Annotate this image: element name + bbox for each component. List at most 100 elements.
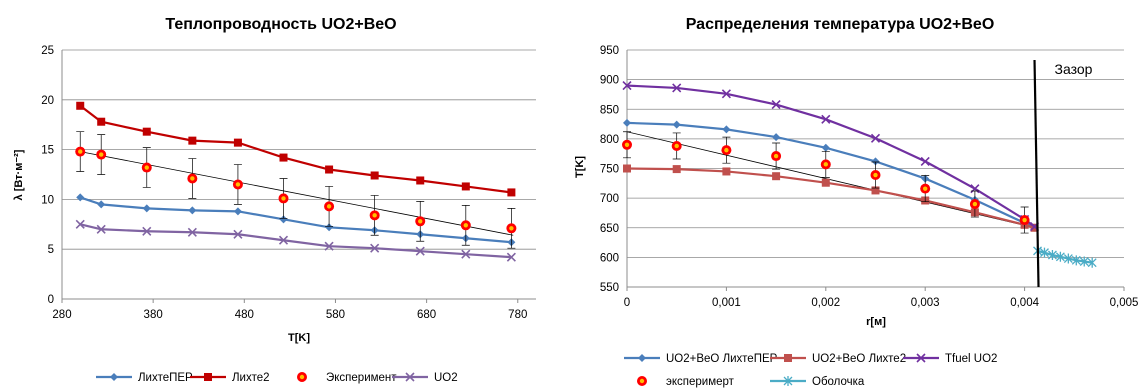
data-point [1047, 250, 1057, 261]
data-point [76, 193, 85, 202]
gap-annotation: Зазор [1033, 59, 1093, 288]
legend-marker-center [639, 378, 645, 384]
chart-temperature-distribution: Распределения температура UO2+BeO 550 600… [574, 16, 1138, 388]
legend: UO2+BeO ЛихтеПЕР UO2+BeO Лихте2 Tfuel UO2 э… [624, 353, 997, 388]
data-point-center [773, 153, 779, 159]
legend-item: UO2+BeO Лихте2 [770, 353, 906, 365]
x-tick-label: 580 [326, 309, 345, 321]
data-point [722, 167, 731, 176]
y-tick-label: 15 [41, 145, 54, 157]
legend-marker [783, 376, 793, 386]
y-tick-label: 10 [41, 194, 54, 206]
x-tick-label: 280 [52, 309, 71, 321]
series-group [75, 101, 517, 262]
legend-item: Tfuel UO2 [903, 353, 997, 365]
chart-title: Распределения температура UO2+BeO [686, 16, 995, 33]
data-point [142, 204, 151, 213]
data-point [506, 252, 516, 262]
data-point-center [235, 182, 241, 187]
y-tick-labels: 0 5 10 15 20 25 [41, 45, 54, 306]
series-line [626, 84, 1036, 228]
x-tick-labels: 280 380 480 580 680 780 [52, 309, 527, 321]
data-point [187, 227, 197, 237]
legend-item: Оболочка [770, 376, 865, 388]
y-tick-label: 25 [41, 45, 54, 57]
data-point [1030, 223, 1039, 232]
data-point [722, 125, 731, 134]
data-point [233, 138, 242, 147]
series-line [1037, 249, 1093, 264]
data-point [1063, 253, 1073, 264]
legend-item: Эксперимент [297, 372, 397, 384]
data-point [370, 243, 380, 253]
y-tick-label: 650 [600, 223, 619, 235]
data-point [1040, 247, 1049, 258]
legend: ЛихтеПЕР Лихте2 Эксперимент UO2 [96, 372, 458, 384]
y-tick-label: 0 [48, 294, 54, 306]
data-point [233, 207, 242, 216]
legend-marker [204, 373, 212, 381]
legend-label: Эксперимент [326, 372, 397, 384]
y-tick-label: 700 [600, 193, 619, 205]
legend-marker [405, 372, 415, 382]
y-tick-label: 900 [600, 75, 619, 87]
x-tick-label: 0,001 [712, 297, 741, 309]
data-point-center [823, 162, 828, 167]
data-point [76, 101, 85, 110]
legend-item: UO2 [392, 372, 458, 384]
data-point-center [281, 196, 286, 201]
x-tick-label: 380 [144, 309, 163, 321]
x-tick-label: 480 [235, 309, 254, 321]
data-point [772, 172, 781, 181]
data-point [461, 182, 470, 191]
x-tick-label: 0,003 [911, 297, 940, 309]
data-point-center [724, 147, 729, 153]
legend-label: эксперимерт [666, 376, 735, 388]
x-tick-label: 780 [508, 309, 527, 321]
x-tick-label: 0 [624, 297, 630, 309]
series-group [622, 80, 1097, 268]
chart-thermal-conductivity: Теплопроводность UO2+BeO 0 5 10 15 20 25 280 3… [13, 16, 536, 384]
legend-marker [638, 354, 646, 362]
data-point-center [873, 172, 878, 178]
series-Лихте2 [76, 101, 516, 197]
data-point [97, 200, 106, 209]
legend-label: Tfuel UO2 [945, 353, 997, 365]
data-point [622, 80, 632, 91]
legend-marker [110, 373, 118, 381]
data-point-center [326, 204, 332, 209]
series-line [626, 121, 1036, 229]
y-tick-labels: 550 600 650 700 750 800 850 900 950 [600, 45, 619, 294]
data-point [461, 249, 471, 259]
data-point [821, 114, 831, 124]
series-line [626, 167, 1035, 229]
data-point-center [463, 223, 469, 228]
series-Оболочка [1033, 245, 1097, 268]
x-tick-label: 0,002 [811, 297, 840, 309]
data-point [721, 89, 731, 99]
series-эксперимерт [622, 131, 1030, 234]
y-tick-label: 600 [600, 252, 619, 264]
gap-line [1033, 59, 1040, 288]
trendline [626, 131, 1035, 229]
x-tick-label: 0,005 [1110, 297, 1139, 309]
data-point [672, 83, 682, 93]
linear-trendline [80, 151, 514, 236]
x-tick-label: 680 [417, 309, 436, 321]
data-point [1071, 255, 1081, 266]
data-point-center [972, 201, 978, 207]
y-tick-label: 550 [600, 282, 619, 294]
data-point [325, 223, 334, 232]
series-line [79, 104, 512, 194]
x-tick-label: 0,004 [1010, 297, 1039, 309]
legend-item: ЛихтеПЕР [96, 372, 193, 384]
legend-label: UO2+BeO Лихте2 [812, 353, 906, 365]
data-point [279, 215, 288, 224]
data-point-center [1022, 217, 1027, 223]
series-ЛихтеПЕР [76, 193, 516, 247]
x-axis-label: T[K] [288, 332, 310, 344]
legend-label: UO2 [434, 372, 458, 384]
data-point [871, 157, 880, 166]
data-point [870, 133, 881, 143]
data-point [75, 219, 85, 229]
